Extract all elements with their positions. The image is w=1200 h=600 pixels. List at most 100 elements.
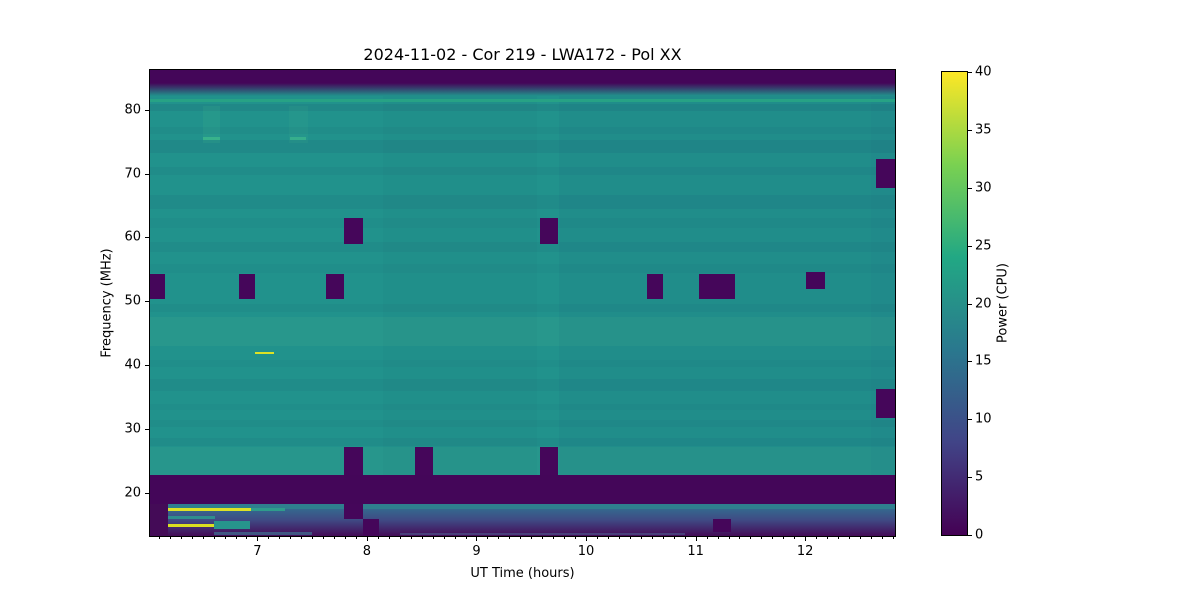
faint-line-14mhz [399,533,685,536]
x-minor-tick [509,537,511,539]
x-tick-label: 9 [472,544,481,559]
h-stripe [150,438,895,446]
dropout [150,273,166,300]
x-minor-tick [443,537,445,539]
colorbar-tick [968,477,972,479]
x-minor-tick [377,537,379,539]
h-stripe [150,303,895,312]
dropout [876,159,895,189]
h-stripe [150,241,895,252]
colorbar-tick-label: 5 [975,469,984,485]
x-minor-tick [783,537,785,539]
x-minor-tick [706,537,708,539]
y-tick [145,237,149,239]
x-minor-tick [531,537,533,539]
x-tick-label: 10 [577,544,595,559]
x-minor-tick [399,537,401,539]
x-minor-tick [816,537,818,539]
dropout [343,504,363,520]
y-tick-label: 20 [124,485,141,501]
x-minor-tick [728,537,730,539]
colorbar-tick [968,187,972,189]
h-stripe [150,126,895,134]
y-tick [145,429,149,431]
x-minor-tick [794,537,796,539]
yellow-streak-15mhz [167,524,214,527]
y-tick-label: 30 [124,421,141,437]
h-stripe [150,403,895,411]
h-stripe [150,379,895,391]
x-tick [805,537,807,541]
bright-line-81mhz [150,98,895,102]
x-minor-tick [432,537,434,539]
x-minor-tick [465,537,467,539]
bottom-left-dark-corner [150,504,168,536]
x-minor-tick [717,537,719,539]
x-tick [366,537,368,541]
x-axis-label: UT Time (hours) [470,566,575,581]
colorbar-tick-label: 10 [975,411,992,427]
x-minor-tick [487,537,489,539]
top-gradient [150,82,895,96]
x-minor-tick [498,537,500,539]
dropout [326,273,344,300]
y-tick [145,365,149,367]
ionospheric-band-low [150,520,895,536]
teal-streak-17mhz [250,508,285,511]
colorbar-tick-label: 0 [975,527,984,543]
x-minor-tick [827,537,829,539]
h-stripe [150,317,895,347]
faint-line-14mhz [213,532,313,535]
v-tint [870,70,895,505]
x-minor-tick [356,537,357,539]
y-tick-label: 50 [124,293,141,309]
h-stripe [150,195,895,210]
colorbar-tick [968,129,972,131]
teal-block-15mhz [213,521,250,529]
dropout [238,273,256,300]
h-stripe [150,218,895,228]
y-tick-label: 80 [124,102,141,118]
x-tick-label: 7 [253,544,262,559]
x-minor-tick [892,537,894,539]
faint-smudge-dash [290,137,306,141]
x-minor-tick [640,537,642,539]
x-minor-tick [213,537,215,539]
h-stripe [150,360,895,367]
h-stripe [150,420,895,427]
x-minor-tick [410,537,412,539]
x-minor-tick [290,537,292,539]
y-tick-label: 40 [124,357,141,373]
colorbar [941,71,968,536]
x-minor-tick [673,537,675,539]
dropout [343,217,363,244]
x-minor-tick [421,537,423,539]
x-tick [695,537,697,541]
x-minor-tick [301,537,303,539]
x-minor-tick [542,537,544,539]
colorbar-tick [968,419,972,421]
x-minor-tick [849,537,850,539]
colorbar-tick [968,535,972,536]
x-minor-tick [279,537,281,539]
x-minor-tick [312,537,314,539]
dropout [343,446,363,476]
y-tick-label: 60 [124,229,141,245]
top-dark-band [150,70,895,83]
h-stripe [150,446,895,476]
x-minor-tick [454,537,456,539]
x-minor-tick [662,537,664,539]
x-tick-label: 8 [362,544,372,559]
colorbar-tick [968,72,972,73]
x-tick-label: 11 [687,544,704,559]
faint-smudge [202,105,221,143]
dropout [698,273,736,300]
plot-title: 2024-11-02 - Cor 219 - LWA172 - Pol XX [363,45,682,64]
x-minor-tick [520,537,522,539]
bright-streak-42mhz [255,351,274,355]
colorbar-tick-label: 15 [975,353,992,369]
x-minor-tick [651,537,653,539]
colorbar-tick [968,245,972,247]
x-minor-tick [345,537,346,539]
y-tick [145,493,149,495]
